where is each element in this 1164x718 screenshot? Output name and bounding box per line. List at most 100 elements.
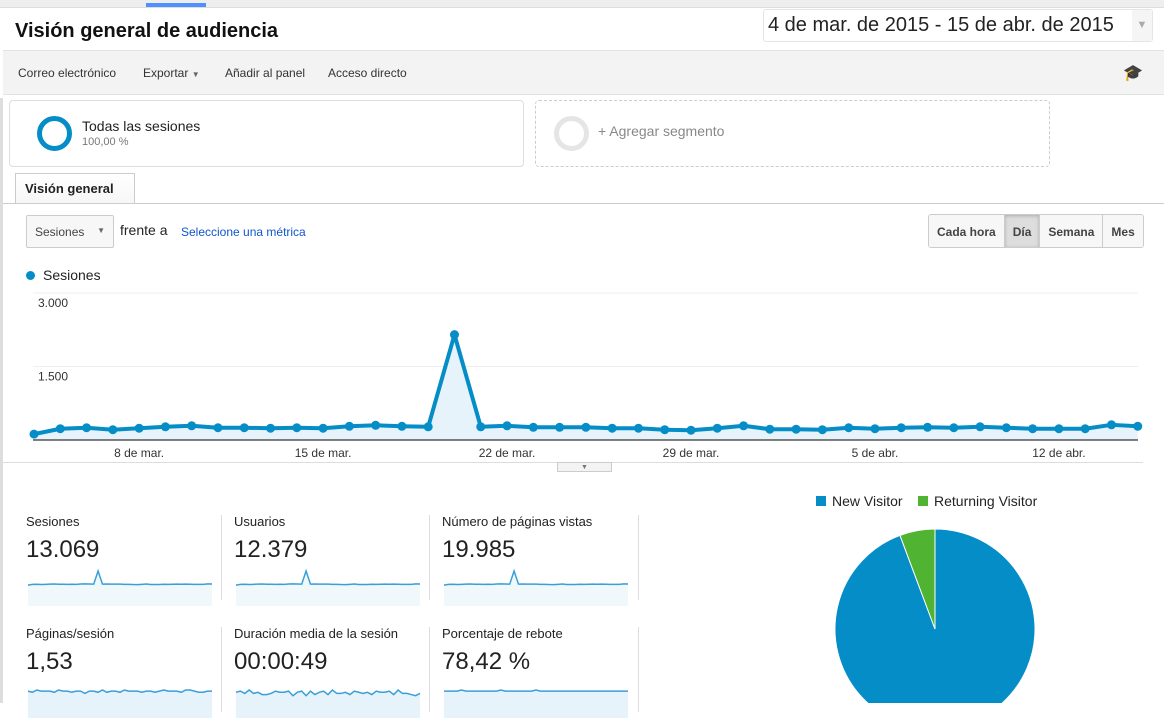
sparkline-line bbox=[444, 689, 628, 692]
x-tick-label: 15 de mar. bbox=[295, 446, 352, 460]
x-tick-label: 22 de mar. bbox=[479, 446, 536, 460]
metric-select[interactable]: Sesiones ▼ bbox=[26, 215, 114, 248]
data-point bbox=[870, 424, 880, 434]
metric-label: Páginas/sesión bbox=[26, 626, 115, 641]
day-button[interactable]: Día bbox=[1003, 215, 1040, 247]
collapse-chart-button[interactable]: ▼ bbox=[557, 462, 612, 472]
segment-percent: 100,00 % bbox=[82, 136, 129, 148]
chevron-down-icon: ▼ bbox=[97, 226, 105, 235]
data-point bbox=[555, 422, 565, 432]
data-point bbox=[660, 425, 670, 435]
select-metric-link[interactable]: Seleccione una métrica bbox=[181, 225, 306, 239]
add-segment-label: + Agregar segmento bbox=[598, 123, 725, 139]
add-segment-button[interactable]: + Agregar segmento bbox=[535, 100, 1050, 167]
divider bbox=[221, 515, 222, 600]
metric-value: 78,42 % bbox=[442, 648, 531, 675]
segment-name: Todas las sesiones bbox=[82, 118, 201, 134]
sparkline-fill bbox=[444, 571, 628, 606]
data-point bbox=[292, 423, 302, 433]
export-label: Exportar bbox=[143, 66, 189, 80]
data-point bbox=[108, 425, 118, 435]
add-to-dashboard-button[interactable]: Añadir al panel bbox=[225, 66, 306, 80]
metric-card[interactable]: Usuarios 12.379 bbox=[234, 514, 434, 606]
metric-card[interactable]: Número de páginas vistas 19.985 bbox=[442, 514, 642, 606]
data-point bbox=[239, 423, 249, 433]
sparkline-fill bbox=[28, 690, 212, 718]
legend-swatch bbox=[918, 496, 928, 506]
x-tick-label: 8 de mar. bbox=[114, 446, 164, 460]
data-point bbox=[160, 422, 170, 432]
data-point bbox=[1028, 424, 1038, 434]
segment-ring-icon bbox=[37, 116, 72, 151]
divider bbox=[429, 627, 430, 712]
metric-label: Porcentaje de rebote bbox=[442, 626, 563, 641]
data-point bbox=[318, 423, 328, 433]
data-point bbox=[371, 420, 381, 430]
data-point bbox=[82, 423, 92, 433]
data-point bbox=[476, 422, 486, 432]
email-button[interactable]: Correo electrónico bbox=[18, 66, 117, 80]
sparkline-fill bbox=[28, 571, 212, 606]
chart-legend: Sesiones bbox=[26, 267, 101, 283]
data-point bbox=[975, 422, 985, 432]
data-point bbox=[187, 421, 197, 431]
data-point bbox=[528, 422, 538, 432]
metric-value: 00:00:49 bbox=[234, 648, 328, 675]
legend-swatch bbox=[816, 496, 826, 506]
date-range-picker[interactable]: 4 de mar. de 2015 - 15 de abr. de 2015 ▼ bbox=[763, 9, 1153, 42]
sparkline-line bbox=[235, 568, 421, 586]
divider bbox=[638, 515, 639, 600]
versus-label: frente a bbox=[120, 222, 168, 238]
data-point bbox=[844, 423, 854, 433]
shortcut-button[interactable]: Acceso directo bbox=[328, 66, 407, 80]
data-point bbox=[213, 423, 223, 433]
sessions-line-chart: 1.500 3.000 8 de mar. 15 de mar. 22 de mar. 2… bbox=[29, 292, 1143, 460]
sparkline bbox=[235, 688, 421, 718]
left-edge bbox=[0, 98, 3, 703]
graduation-cap-icon[interactable]: 🎓 bbox=[1123, 65, 1143, 82]
data-point bbox=[739, 421, 749, 431]
tab-overview[interactable]: Visión general bbox=[15, 173, 135, 204]
metric-label: Sesiones bbox=[26, 514, 80, 529]
data-point bbox=[1054, 424, 1064, 434]
data-point bbox=[266, 423, 276, 433]
data-point bbox=[949, 423, 959, 433]
page-title: Visión general de audiencia bbox=[15, 20, 279, 42]
data-point bbox=[817, 425, 827, 435]
metric-value: 12.379 bbox=[234, 536, 308, 563]
data-point bbox=[449, 330, 459, 340]
divider bbox=[429, 515, 430, 600]
data-point bbox=[765, 424, 775, 434]
segment-all-sessions[interactable]: Todas las sesiones 100,00 % bbox=[9, 100, 524, 167]
data-point bbox=[1106, 420, 1116, 430]
hourly-button[interactable]: Cada hora bbox=[929, 215, 1004, 247]
active-tab-indicator bbox=[146, 3, 206, 7]
legend-dot bbox=[26, 271, 35, 280]
data-point bbox=[1001, 423, 1011, 433]
data-point bbox=[607, 423, 617, 433]
metric-label: Número de páginas vistas bbox=[442, 514, 593, 529]
y-tick-label: 1.500 bbox=[38, 370, 68, 384]
metric-label: Duración media de la sesión bbox=[234, 626, 399, 641]
metric-card[interactable]: Sesiones 13.069 bbox=[26, 514, 226, 606]
divider bbox=[221, 627, 222, 712]
legend-label: Returning Visitor bbox=[934, 493, 1038, 509]
metric-select-value: Sesiones bbox=[35, 225, 85, 239]
visitor-pie-chart bbox=[834, 528, 1036, 703]
export-button[interactable]: Exportar ▼ bbox=[143, 66, 200, 80]
sparkline-fill bbox=[236, 571, 420, 606]
pie-legend-returning: Returning Visitor bbox=[918, 493, 1037, 509]
sparkline bbox=[444, 689, 628, 718]
metric-value: 1,53 bbox=[26, 648, 73, 675]
x-tick-label: 5 de abr. bbox=[852, 446, 899, 460]
chevron-down-icon[interactable]: ▼ bbox=[1132, 10, 1152, 41]
week-button[interactable]: Semana bbox=[1039, 215, 1103, 247]
data-point bbox=[633, 423, 643, 433]
data-point bbox=[55, 424, 65, 434]
data-point bbox=[923, 422, 933, 432]
series-line bbox=[33, 332, 1138, 437]
sparkline-line bbox=[443, 568, 629, 586]
data-point bbox=[1133, 421, 1143, 431]
month-button[interactable]: Mes bbox=[1102, 215, 1143, 247]
x-tick-label: 29 de mar. bbox=[663, 446, 720, 460]
